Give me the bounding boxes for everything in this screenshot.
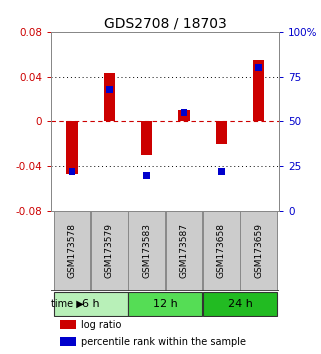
Text: GSM173583: GSM173583 [142, 223, 151, 278]
Bar [181, 109, 187, 116]
Bar [256, 64, 262, 71]
Text: 6 h: 6 h [82, 299, 100, 309]
FancyBboxPatch shape [128, 292, 202, 315]
Bar [216, 121, 227, 144]
Text: log ratio: log ratio [81, 320, 121, 330]
Bar [104, 73, 115, 121]
FancyBboxPatch shape [166, 211, 202, 291]
Bar [141, 121, 152, 155]
Text: 12 h: 12 h [153, 299, 178, 309]
Bar [253, 60, 264, 121]
Text: time ▶: time ▶ [51, 299, 83, 309]
FancyBboxPatch shape [54, 211, 90, 291]
FancyBboxPatch shape [203, 211, 240, 291]
FancyBboxPatch shape [54, 292, 127, 315]
FancyBboxPatch shape [240, 211, 277, 291]
Bar [60, 320, 76, 330]
Bar [143, 172, 150, 178]
Text: GSM173659: GSM173659 [254, 223, 263, 278]
Bar [69, 168, 75, 175]
Bar [106, 86, 113, 92]
Bar [66, 121, 77, 174]
FancyBboxPatch shape [91, 211, 127, 291]
Text: GSM173587: GSM173587 [179, 223, 188, 278]
FancyBboxPatch shape [128, 211, 165, 291]
Title: GDS2708 / 18703: GDS2708 / 18703 [104, 17, 227, 31]
Text: GSM173578: GSM173578 [67, 223, 76, 278]
Bar [178, 110, 190, 121]
Bar [218, 168, 225, 175]
Text: percentile rank within the sample: percentile rank within the sample [81, 337, 246, 347]
Text: 24 h: 24 h [228, 299, 253, 309]
Text: GSM173658: GSM173658 [217, 223, 226, 278]
Text: GSM173579: GSM173579 [105, 223, 114, 278]
Bar [60, 337, 76, 347]
FancyBboxPatch shape [203, 292, 277, 315]
